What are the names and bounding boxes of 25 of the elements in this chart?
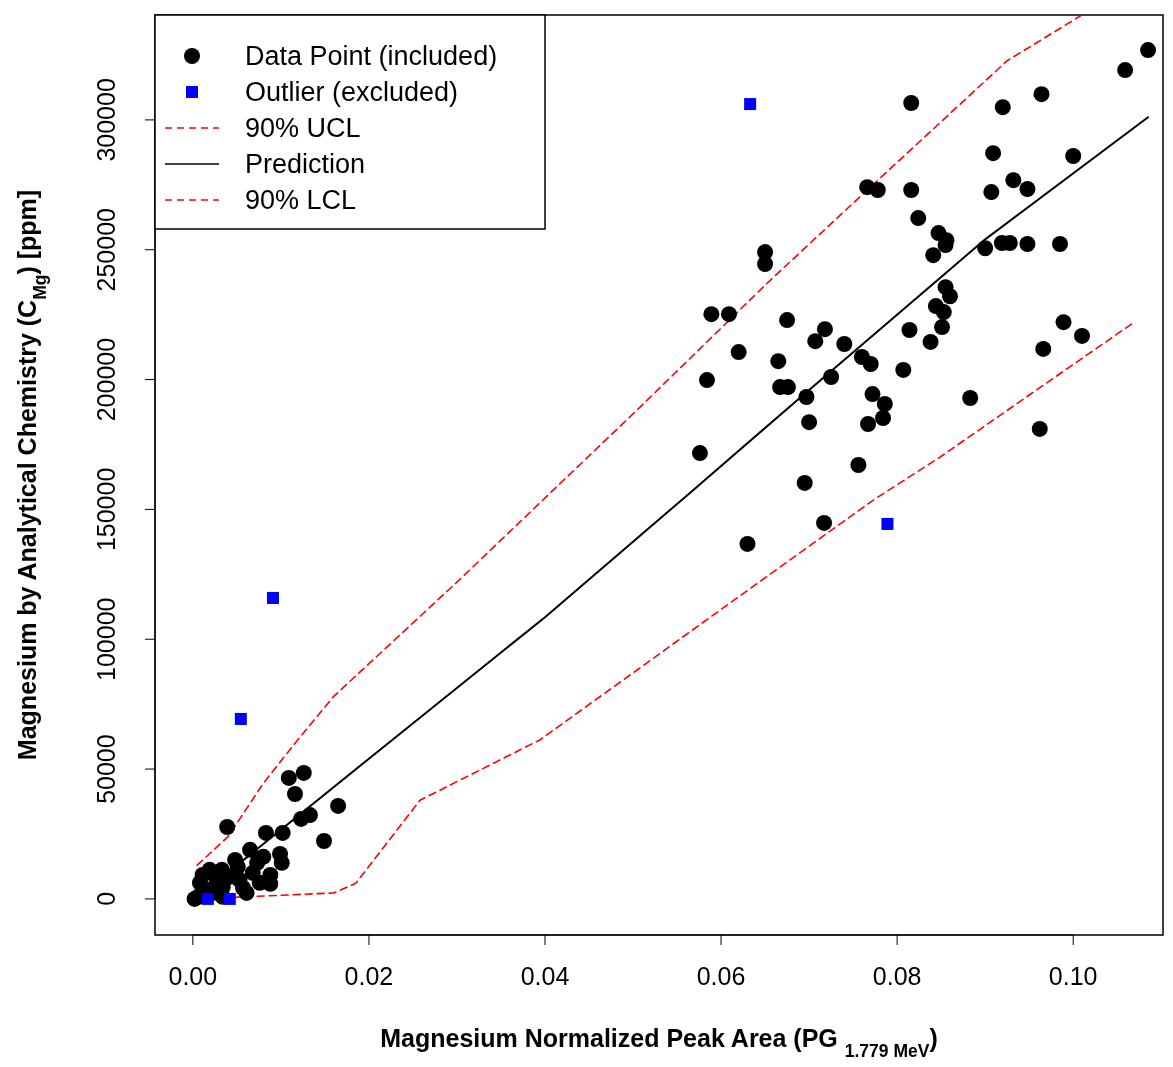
legend-label: 90% LCL: [245, 185, 357, 215]
x-tick-label: 0.08: [872, 962, 922, 990]
y-tick-label: 100000: [92, 597, 120, 681]
legend-label: 90% UCL: [245, 113, 361, 143]
point: [881, 517, 894, 530]
x-axis-title: Magnesium Normalized Peak Area (PG $_{1.779 MeV}$): [380, 1024, 938, 1061]
point: [266, 591, 279, 604]
x-tick-label: 0.04: [520, 962, 570, 990]
legend-label: Outlier (excluded): [245, 77, 459, 107]
point: [201, 892, 214, 905]
x-tick-label: 0.02: [344, 962, 394, 990]
point: [744, 98, 757, 111]
point: [234, 712, 247, 725]
y-tick-label: 0: [92, 891, 120, 906]
y-tick-label: 200000: [92, 337, 120, 422]
point: [223, 892, 236, 905]
y-tick-label: 250000: [92, 208, 120, 292]
y-tick-label: 50000: [92, 734, 120, 804]
legend-label: Data Point (included): [245, 41, 498, 71]
y-tick-label: 300000: [92, 78, 120, 162]
x-tick-label: 0.00: [168, 962, 218, 990]
legend-label: Prediction: [245, 149, 366, 179]
x-tick-label: 0.06: [696, 962, 746, 990]
x-tick-label: 0.10: [1048, 962, 1098, 990]
y-tick-label: 150000: [92, 467, 120, 552]
